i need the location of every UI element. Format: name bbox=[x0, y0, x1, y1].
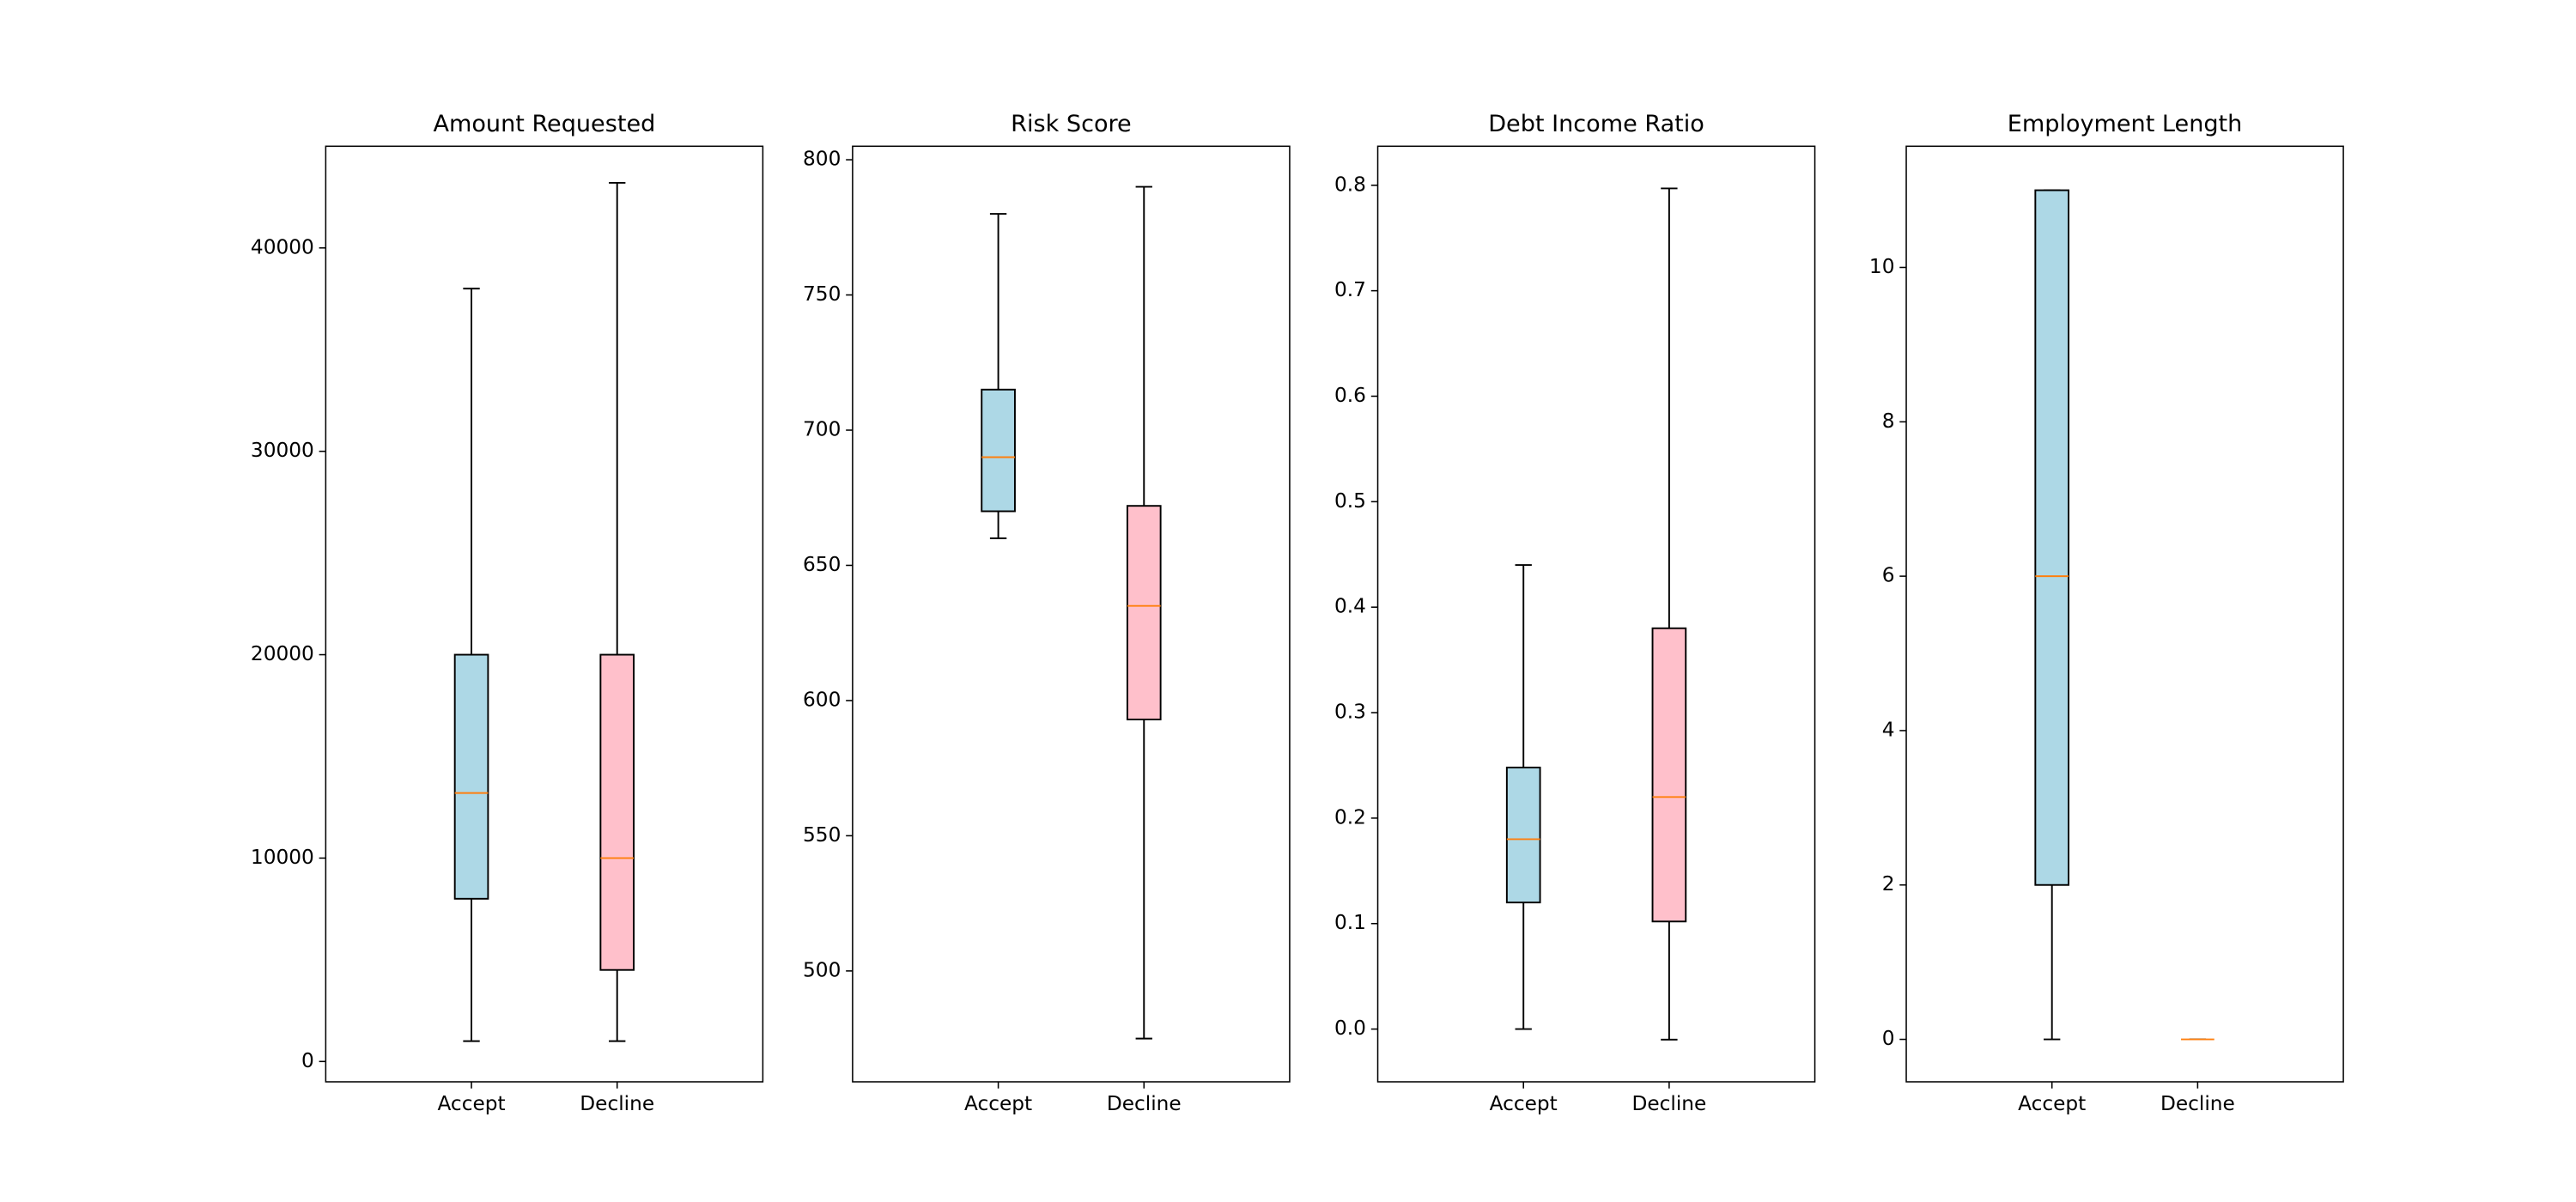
y-tick-label: 0.8 bbox=[1334, 173, 1366, 196]
box-iqr bbox=[2034, 189, 2070, 886]
y-tick-label: 0.2 bbox=[1334, 805, 1366, 829]
x-tick-label: Accept bbox=[1490, 1092, 1558, 1115]
y-tick-label: 30000 bbox=[251, 439, 314, 462]
box-decline bbox=[1126, 185, 1162, 1040]
chart-title: Employment Length bbox=[2008, 111, 2243, 137]
y-tick-label: 550 bbox=[803, 823, 841, 847]
y-tick-label: 0 bbox=[1882, 1027, 1895, 1050]
chart-panel: Risk Score 500 550 600 650 700 750 800 Accept Dec… bbox=[803, 111, 1291, 1115]
y-tick-label: 750 bbox=[803, 282, 841, 306]
y-tick-label: 0.0 bbox=[1334, 1017, 1366, 1040]
box-iqr bbox=[1651, 627, 1687, 923]
box-iqr bbox=[453, 653, 489, 900]
y-tick-label: 10 bbox=[1869, 255, 1895, 278]
chart-title: Risk Score bbox=[1011, 111, 1132, 137]
y-tick-label: 650 bbox=[803, 553, 841, 576]
y-tick-label: 4 bbox=[1882, 718, 1895, 741]
chart-title: Debt Income Ratio bbox=[1488, 111, 1704, 137]
y-tick-label: 500 bbox=[803, 958, 841, 981]
x-tick-label: Accept bbox=[2018, 1092, 2086, 1115]
y-tick-label: 6 bbox=[1882, 564, 1895, 587]
y-tick-label: 0.1 bbox=[1334, 911, 1366, 934]
y-tick-label: 2 bbox=[1882, 872, 1895, 895]
y-tick-label: 0.3 bbox=[1334, 701, 1366, 724]
plot-frame bbox=[852, 145, 1291, 1083]
plot-frame bbox=[1376, 145, 1816, 1083]
box-decline bbox=[599, 181, 635, 1042]
y-tick-label: 0.6 bbox=[1334, 384, 1366, 407]
x-tick-label: Decline bbox=[1631, 1092, 1706, 1115]
chart-title: Amount Requested bbox=[433, 111, 655, 137]
y-tick-label: 10000 bbox=[251, 846, 314, 869]
box-accept bbox=[981, 213, 1016, 539]
x-tick-label: Decline bbox=[580, 1092, 654, 1115]
x-tick-label: Accept bbox=[964, 1092, 1032, 1115]
y-tick-label: 8 bbox=[1882, 410, 1895, 433]
y-tick-label: 40000 bbox=[251, 235, 314, 258]
y-tick-label: 20000 bbox=[251, 642, 314, 665]
x-tick-label: Decline bbox=[2160, 1092, 2235, 1115]
box-iqr bbox=[1505, 766, 1541, 904]
box-accept bbox=[1505, 564, 1541, 1030]
box-iqr bbox=[1126, 505, 1162, 720]
plot-frame bbox=[1905, 145, 2344, 1083]
y-tick-label: 0.4 bbox=[1334, 595, 1366, 618]
x-tick-label: Accept bbox=[437, 1092, 505, 1115]
y-tick-label: 600 bbox=[803, 688, 841, 711]
box-iqr bbox=[981, 388, 1016, 513]
box-accept bbox=[2034, 189, 2070, 1041]
plot-frame bbox=[325, 145, 764, 1083]
box-iqr bbox=[599, 653, 635, 971]
y-tick-label: 0.7 bbox=[1334, 278, 1366, 301]
y-tick-label: 700 bbox=[803, 418, 841, 441]
x-tick-label: Decline bbox=[1107, 1092, 1182, 1115]
y-tick-label: 800 bbox=[803, 148, 841, 171]
chart-panel: Debt Income Ratio 0.0 0.1 0.2 0.3 0.4 0.5 0.6 0.… bbox=[1334, 111, 1816, 1115]
y-tick-label: 0 bbox=[301, 1049, 314, 1072]
box-decline bbox=[1651, 187, 1687, 1041]
chart-panel: Employment Length 0 2 4 6 8 10 Accept Decline bbox=[1869, 111, 2344, 1115]
box-accept bbox=[453, 288, 489, 1042]
chart-panel: Amount Requested 0 10000 20000 30000 40000 Acc… bbox=[251, 111, 764, 1115]
y-tick-label: 0.5 bbox=[1334, 489, 1366, 513]
